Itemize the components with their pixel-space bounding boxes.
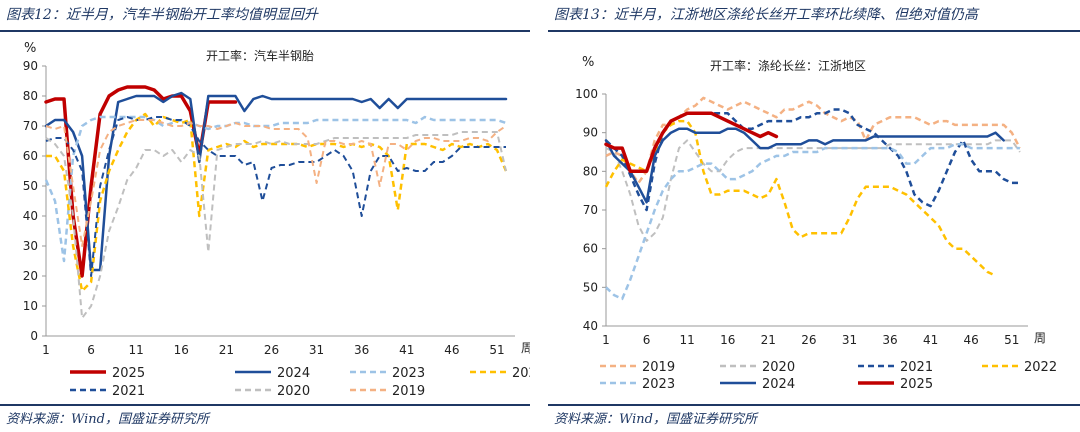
x-tick-label: 6 [643, 333, 651, 347]
source-rule [0, 404, 530, 406]
x-axis-label: 周 [1034, 331, 1046, 345]
x-tick-label: 41 [923, 333, 938, 347]
chart-title: 图表13：近半月，江浙地区涤纶长丝开工率环比续降、但绝对值仍高 [554, 7, 978, 23]
y-tick-label: 0 [30, 329, 38, 343]
y-tick-label: 40 [23, 209, 38, 223]
series-line-2023 [44, 115, 507, 263]
series-line-2022 [46, 112, 508, 293]
y-axis-label: % [24, 41, 36, 56]
series-line-2024 [44, 91, 508, 272]
chart-inner-title: 开工率：汽车半钢胎 [206, 48, 314, 63]
series-line-2020 [605, 139, 1021, 242]
legend-label: 2022 [512, 366, 530, 381]
x-tick-label: 31 [842, 333, 857, 347]
legend-label: 2023 [642, 377, 675, 392]
y-tick-label: 50 [583, 280, 598, 294]
y-axis-label: % [582, 55, 594, 70]
legend-label: 2020 [277, 384, 310, 399]
y-tick-label: 60 [23, 149, 38, 163]
source-note: 资料来源：Wind，国盛证券研究所 [554, 412, 757, 427]
source-rule [548, 404, 1080, 406]
legend-label: 2019 [642, 360, 675, 375]
series-line-2019 [45, 119, 507, 247]
y-tick-label: 10 [23, 299, 38, 313]
series-line-2023 [605, 143, 1020, 301]
series-line-2021 [45, 116, 506, 277]
x-tick-label: 11 [129, 343, 144, 357]
x-tick-label: 16 [174, 343, 189, 357]
chart-panel-polyester: 图表13：近半月，江浙地区涤纶长丝开工率环比续降、但绝对值仍高 40 50 60 70… [548, 0, 1080, 432]
legend-label: 2023 [392, 366, 425, 381]
source-note: 资料来源：Wind，国盛证券研究所 [6, 412, 209, 427]
legend-label: 2025 [112, 366, 145, 381]
y-tick-label: 50 [23, 179, 38, 193]
y-tick-label: 90 [23, 59, 38, 73]
legend-label: 2024 [277, 366, 310, 381]
series-line-2025 [604, 111, 779, 174]
x-tick-label: 16 [720, 333, 735, 347]
legend-label: 2020 [762, 360, 795, 375]
legend-label: 2022 [1024, 360, 1057, 375]
legend-label: 2025 [900, 377, 933, 392]
x-tick-label: 51 [1004, 333, 1019, 347]
legend-label: 2024 [762, 377, 795, 392]
x-tick-label: 26 [264, 343, 279, 357]
y-tick-label: 70 [583, 203, 598, 217]
x-tick-label: 31 [309, 343, 324, 357]
series-line-2024 [604, 127, 1005, 204]
x-tick-label: 21 [219, 343, 234, 357]
x-tick-label: 41 [399, 343, 414, 357]
chart-panel-tire: 图表12：近半月，汽车半钢胎开工率均值明显回升 0 10 20 30 40 50 60 70 8… [0, 0, 530, 432]
y-tick-label: 80 [23, 89, 38, 103]
y-tick-label: 20 [23, 269, 38, 283]
legend-label: 2019 [392, 384, 425, 399]
x-tick-label: 46 [964, 333, 979, 347]
y-tick-label: 80 [583, 164, 598, 178]
chart-inner-title: 开工率：涤纶长丝：江浙地区 [710, 58, 866, 73]
title-rule [548, 30, 1080, 32]
x-tick-label: 26 [801, 333, 816, 347]
x-tick-label: 21 [761, 333, 776, 347]
x-tick-label: 11 [680, 333, 695, 347]
series-line-2022 [604, 119, 997, 277]
y-tick-label: 60 [583, 242, 598, 256]
x-tick-label: 1 [42, 343, 50, 357]
x-tick-label: 46 [444, 343, 459, 357]
x-tick-label: 1 [602, 333, 610, 347]
x-tick-label: 36 [354, 343, 369, 357]
chart-title: 图表12：近半月，汽车半钢胎开工率均值明显回升 [6, 7, 318, 23]
x-tick-label: 51 [489, 343, 504, 357]
y-tick-label: 100 [575, 87, 598, 101]
y-tick-label: 90 [583, 126, 598, 140]
x-axis-label: 周 [521, 341, 530, 355]
legend-label: 2021 [900, 360, 933, 375]
x-tick-label: 6 [87, 343, 95, 357]
title-rule [0, 30, 530, 32]
series-line-2021 [605, 108, 1020, 212]
series-line-2020 [45, 131, 507, 319]
y-tick-label: 40 [583, 319, 598, 333]
y-tick-label: 70 [23, 119, 38, 133]
legend-label: 2021 [112, 384, 145, 399]
y-tick-label: 30 [23, 239, 38, 253]
x-tick-label: 36 [882, 333, 897, 347]
